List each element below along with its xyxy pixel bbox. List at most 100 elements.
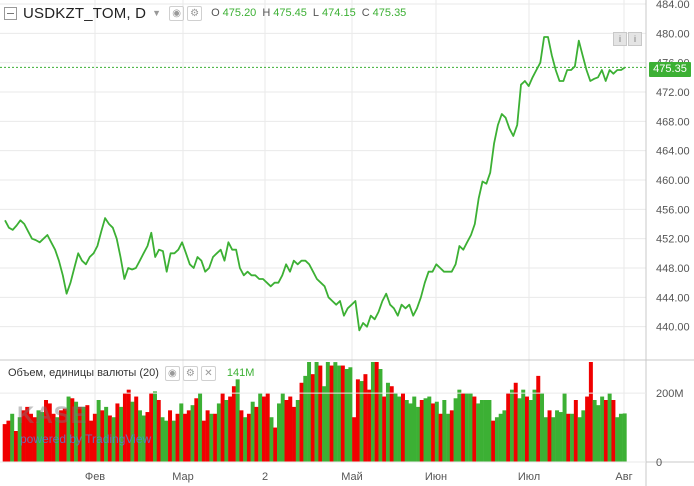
volume-bar <box>385 382 390 462</box>
volume-bar <box>171 420 176 462</box>
volume-bar <box>243 417 248 462</box>
info-icon[interactable]: i <box>628 32 642 46</box>
volume-bar <box>401 393 405 462</box>
volume-bar <box>250 401 255 462</box>
volume-bar <box>295 400 300 462</box>
chart-header: USDKZT_TOM, D ▼ ◉ ⚙ O 475.20 H 475.45 L … <box>0 0 406 26</box>
price-line <box>4 36 626 332</box>
volume-bar <box>314 362 319 462</box>
volume-bar <box>198 393 203 462</box>
volume-bar <box>303 375 308 462</box>
volume-bar <box>521 389 526 462</box>
volume-bar <box>254 406 259 462</box>
volume-bar <box>107 415 112 462</box>
volume-bar <box>615 417 620 462</box>
settings-icon[interactable]: ⚙ <box>182 365 198 381</box>
volume-bar <box>600 396 605 462</box>
volume-bar <box>498 413 503 462</box>
eye-icon[interactable]: ◉ <box>169 5 185 21</box>
volume-bar <box>77 406 82 462</box>
volume-bar <box>359 381 364 462</box>
volume-bar <box>220 393 225 462</box>
volume-bar <box>461 393 466 462</box>
volume-bar <box>141 415 146 462</box>
volume-bar <box>269 417 274 462</box>
volume-bar <box>194 398 199 462</box>
volume-bar <box>374 362 379 462</box>
volume-bar <box>100 410 105 462</box>
volume-bar <box>265 393 270 462</box>
volume-bar <box>494 417 499 462</box>
volume-bar <box>389 386 394 462</box>
volume-bar <box>543 417 548 462</box>
volume-bar <box>258 393 263 462</box>
ohlc-high-label: H <box>262 7 271 19</box>
volume-bar <box>468 393 473 462</box>
volume-bar <box>59 410 64 462</box>
volume-bar <box>21 410 26 462</box>
ohlc-close-label: C <box>361 7 370 19</box>
volume-bar <box>17 417 22 462</box>
volume-bar <box>85 405 90 462</box>
volume-bar <box>224 400 229 462</box>
volume-bar <box>25 406 30 462</box>
volume-bar <box>40 412 45 462</box>
volume-bar <box>299 382 304 462</box>
volume-bar <box>325 362 330 462</box>
info-icon[interactable]: i <box>613 32 627 46</box>
volume-bar <box>36 410 41 462</box>
volume-bar <box>378 369 383 462</box>
volume-bar <box>333 362 338 462</box>
powered-by-label: powered by TradingView <box>20 432 152 446</box>
volume-bar <box>596 405 601 462</box>
volume-bar <box>348 367 353 462</box>
volume-bar <box>137 410 142 462</box>
volume-bar <box>115 403 120 462</box>
volume-bar <box>149 393 154 462</box>
volume-bar <box>134 396 139 462</box>
volume-bar <box>231 386 236 462</box>
y-tick-label: 444.00 <box>656 292 690 304</box>
eye-icon[interactable]: ◉ <box>164 365 180 381</box>
volume-bar <box>213 413 218 462</box>
volume-bar <box>284 400 289 462</box>
ohlc-open-label: O <box>211 7 220 19</box>
volume-bar <box>573 400 578 462</box>
volume-bar <box>412 396 417 462</box>
volume-title[interactable]: Объем, единицы валюты (20) <box>8 367 159 379</box>
volume-bar <box>558 412 563 462</box>
volume-bar <box>126 389 131 462</box>
volume-bar <box>562 393 567 462</box>
volume-bar <box>29 413 33 462</box>
volume-bar <box>611 400 616 462</box>
volume-bar <box>566 413 571 462</box>
volume-bar <box>322 386 327 462</box>
volume-bar <box>618 413 623 462</box>
volume-bar <box>92 413 97 462</box>
close-icon[interactable]: ✕ <box>200 365 216 381</box>
volume-bar <box>307 362 312 462</box>
chevron-down-icon[interactable]: ▼ <box>152 8 162 18</box>
volume-bar <box>235 379 240 462</box>
volume-bar <box>457 389 462 462</box>
volume-bar <box>446 413 451 462</box>
settings-icon[interactable]: ⚙ <box>187 5 203 21</box>
volume-bar <box>10 413 15 462</box>
y-tick-label: 480.00 <box>656 28 690 40</box>
volume-bar <box>555 410 560 462</box>
symbol-title[interactable]: USDKZT_TOM, D <box>23 4 147 22</box>
volume-bar <box>273 427 278 462</box>
volume-bar <box>186 410 191 462</box>
volume-value: 141M <box>226 367 255 379</box>
volume-bar <box>592 400 597 462</box>
volume-bar <box>62 408 67 462</box>
volume-bar <box>292 406 297 462</box>
last-price-badge: 475.35 <box>649 62 691 77</box>
volume-bar <box>536 375 541 462</box>
volume-bar <box>2 424 7 462</box>
volume-bar <box>472 396 477 462</box>
collapse-icon[interactable] <box>4 6 17 20</box>
y-tick-label: 484.00 <box>656 0 690 11</box>
volume-bar <box>104 406 109 462</box>
